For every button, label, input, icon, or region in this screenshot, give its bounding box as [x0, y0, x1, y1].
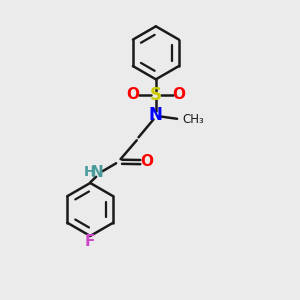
Text: N: N: [149, 106, 163, 124]
Text: F: F: [85, 234, 95, 249]
Text: S: S: [150, 85, 162, 103]
Text: O: O: [126, 87, 139, 102]
Text: O: O: [141, 154, 154, 169]
Text: N: N: [90, 165, 103, 180]
Text: H: H: [84, 165, 95, 179]
Text: O: O: [173, 87, 186, 102]
Text: CH₃: CH₃: [182, 113, 204, 126]
